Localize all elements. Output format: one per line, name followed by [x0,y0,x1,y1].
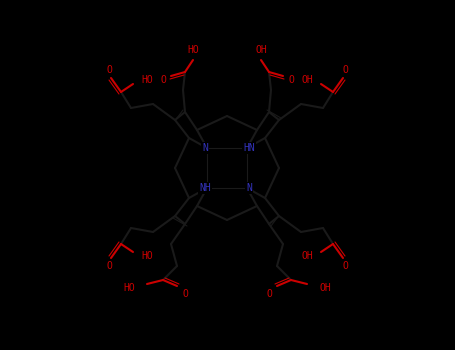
Text: O: O [266,289,272,299]
Text: OH: OH [301,75,313,85]
Text: O: O [106,261,112,271]
Text: NH: NH [199,183,211,193]
Text: HN: HN [243,143,255,153]
Text: HO: HO [141,75,153,85]
Text: N: N [246,183,252,193]
Text: O: O [288,75,294,85]
Text: O: O [160,75,166,85]
Text: OH: OH [319,283,331,293]
Text: O: O [182,289,188,299]
Text: HO: HO [141,251,153,261]
Text: O: O [342,65,348,75]
Text: HO: HO [123,283,135,293]
Text: O: O [342,261,348,271]
Text: N: N [202,143,208,153]
Text: OH: OH [301,251,313,261]
Text: O: O [106,65,112,75]
Text: OH: OH [255,45,267,55]
Text: HO: HO [187,45,199,55]
